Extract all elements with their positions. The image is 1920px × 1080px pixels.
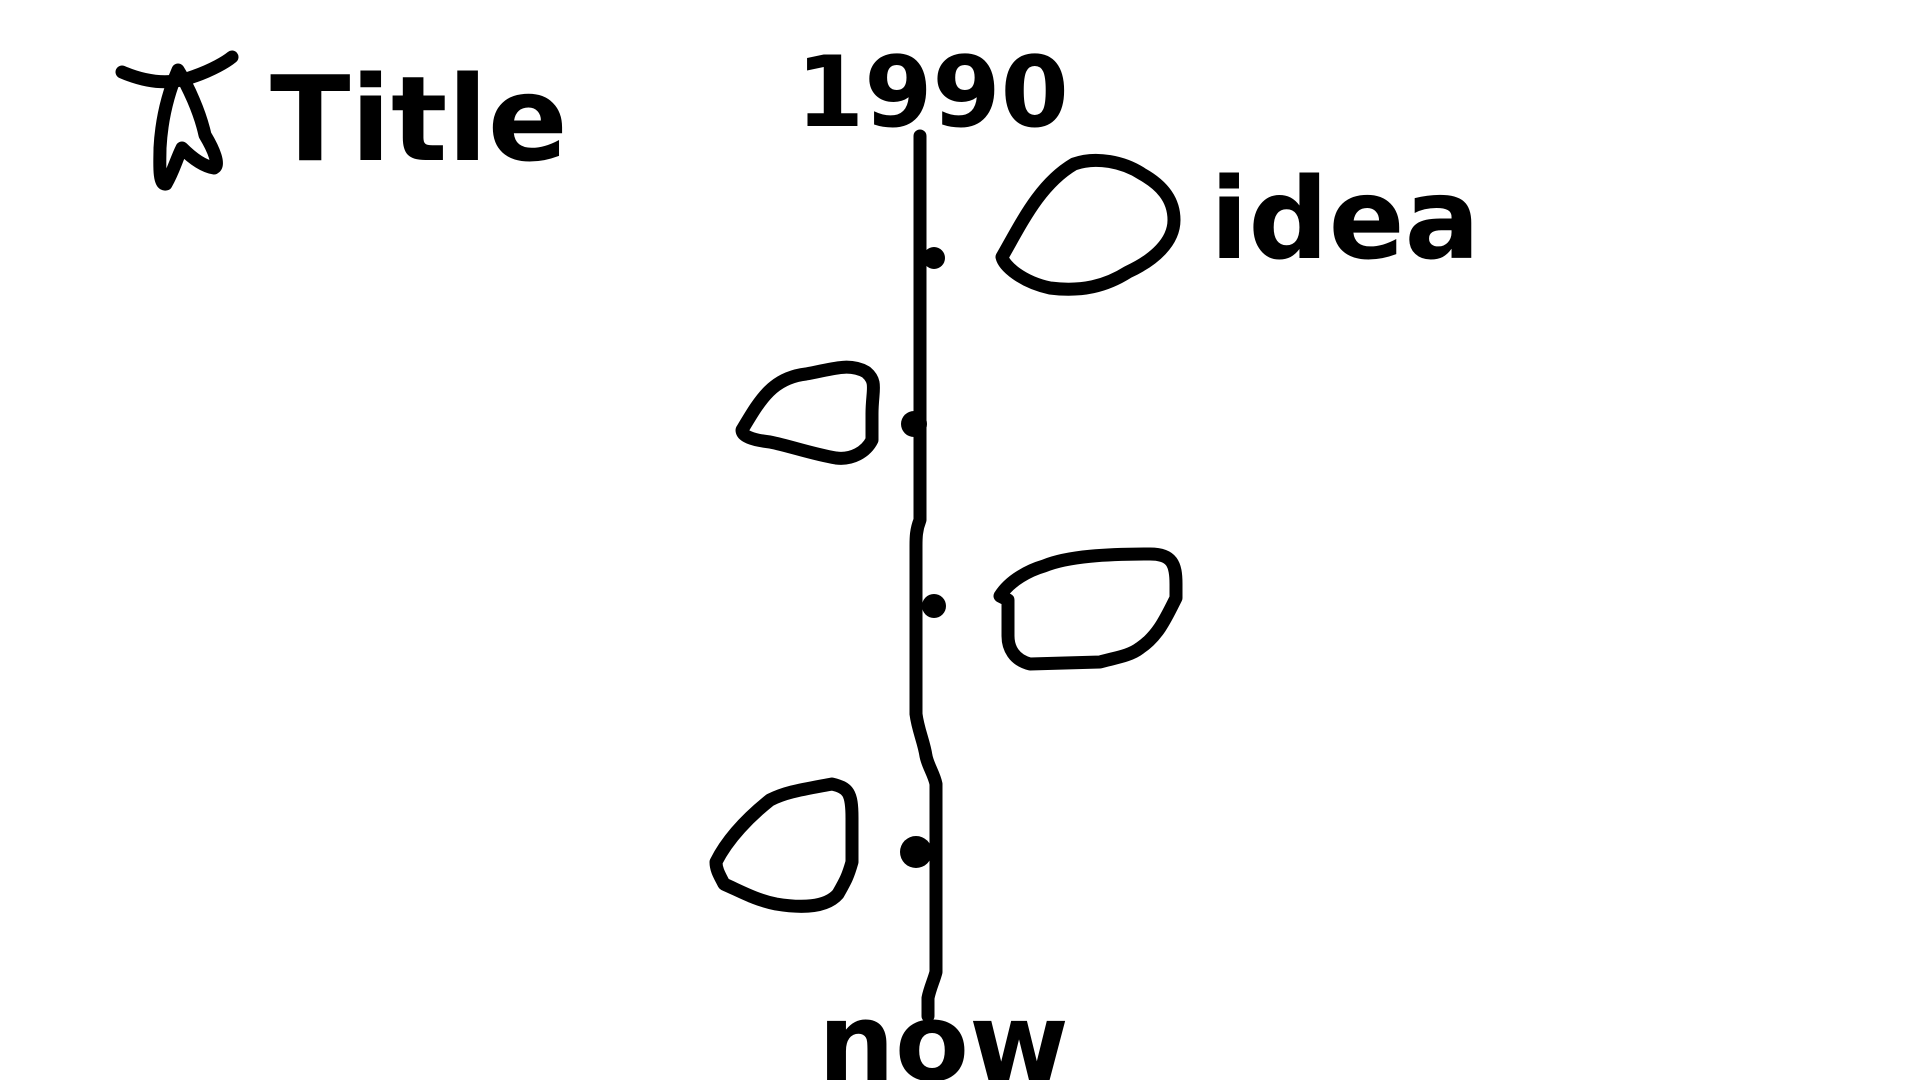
annotation-idea: idea [1210,155,1480,285]
timeline-marker [923,247,945,269]
timeline-axis [909,129,943,1023]
timeline-markers [900,247,946,868]
event-bubble [993,547,1183,671]
page-title: Title [270,50,568,188]
event-bubble [995,153,1181,296]
timeline-end-label: now [818,981,1069,1080]
timeline-marker [901,411,927,437]
star-icon [115,50,239,191]
timeline-marker [922,594,946,618]
event-bubble [735,360,880,465]
timeline-marker [900,836,932,868]
timeline-start-label: 1990 [796,36,1069,150]
event-bubble [709,777,859,913]
